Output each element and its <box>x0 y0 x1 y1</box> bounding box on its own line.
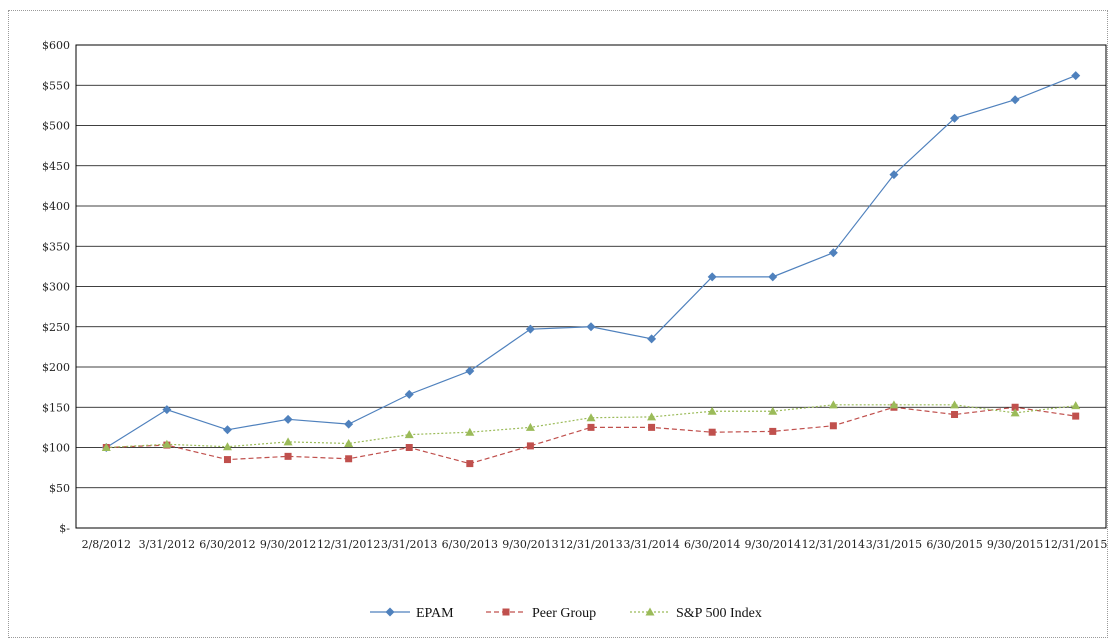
data-point <box>768 272 778 282</box>
series-line <box>106 406 1076 465</box>
data-point <box>466 460 474 468</box>
y-tick-label: $600 <box>42 39 70 52</box>
y-tick-label: $50 <box>49 482 70 495</box>
data-point <box>828 248 838 258</box>
data-point <box>101 443 111 451</box>
x-tick-label: 6/30/2013 <box>442 538 498 551</box>
x-tick-label: 3/31/2013 <box>381 538 437 551</box>
series-line <box>106 404 1076 449</box>
data-point <box>769 427 777 435</box>
series-line <box>105 75 1076 449</box>
data-point <box>708 428 716 436</box>
data-point <box>526 442 534 450</box>
x-tick-label: 12/31/2012 <box>317 538 380 551</box>
data-point <box>586 322 596 332</box>
y-tick-label: $100 <box>42 442 70 455</box>
legend-item: EPAM <box>370 606 454 621</box>
data-point <box>525 422 535 431</box>
legend-marker <box>385 607 395 617</box>
plot-area-border <box>75 44 1107 529</box>
data-point <box>404 430 414 439</box>
data-point <box>345 455 353 463</box>
legend-item: S&P 500 Index <box>630 606 762 621</box>
x-tick-label: 3/31/2015 <box>866 538 922 551</box>
data-point <box>162 405 172 415</box>
x-tick-label: 3/31/2012 <box>139 538 195 551</box>
x-tick-label: 12/31/2015 <box>1044 538 1107 551</box>
data-point <box>889 400 899 409</box>
data-point <box>283 414 293 424</box>
data-point <box>1071 71 1081 81</box>
x-tick-label: 9/30/2013 <box>502 538 558 551</box>
series-epam <box>101 71 1081 452</box>
data-point <box>1072 412 1080 420</box>
data-point <box>404 389 414 399</box>
data-point <box>344 419 354 429</box>
x-tick-label: 6/30/2014 <box>684 538 740 551</box>
data-point <box>950 113 960 123</box>
y-tick-label: $200 <box>42 361 70 374</box>
legend-marker <box>645 607 655 616</box>
x-tick-label: 6/30/2015 <box>926 538 982 551</box>
legend-item: Peer Group <box>486 606 596 621</box>
legend: EPAM Peer Group S&P 500 Index <box>370 606 762 621</box>
data-point <box>465 366 475 376</box>
y-tick-label: $550 <box>42 79 70 92</box>
data-point <box>222 442 232 451</box>
data-point <box>828 400 838 409</box>
data-point <box>1071 401 1081 410</box>
data-point <box>284 452 292 460</box>
legend-label: EPAM <box>416 606 454 621</box>
x-tick-label: 9/30/2015 <box>987 538 1043 551</box>
data-point <box>1011 403 1019 411</box>
data-point <box>586 413 596 422</box>
data-point <box>1010 408 1020 417</box>
series-layer <box>101 71 1081 468</box>
data-point <box>889 170 899 180</box>
series-s-p-500-index <box>101 400 1081 451</box>
legend-marker <box>502 608 510 616</box>
legend-label: S&P 500 Index <box>676 606 762 621</box>
data-point <box>465 427 475 436</box>
x-axis-ticks: 2/8/2012 3/31/2012 6/30/2012 9/30/2012 12/31… <box>82 538 1108 551</box>
data-point <box>768 406 778 415</box>
chart-frame <box>8 10 1108 638</box>
data-point <box>707 406 717 415</box>
y-tick-label: $150 <box>42 401 70 414</box>
data-point <box>950 400 960 409</box>
data-point <box>951 410 959 418</box>
y-tick-label: $500 <box>42 120 70 133</box>
y-tick-label: $300 <box>42 281 70 294</box>
data-point <box>647 412 657 421</box>
data-point <box>223 456 231 464</box>
data-point <box>283 437 293 446</box>
y-tick-label: $400 <box>42 200 70 213</box>
x-tick-label: 12/31/2013 <box>559 538 622 551</box>
data-point <box>162 439 172 448</box>
y-tick-label: $250 <box>42 321 70 334</box>
data-point <box>344 438 354 447</box>
data-point <box>707 272 717 282</box>
data-point <box>525 324 535 334</box>
x-tick-label: 6/30/2012 <box>199 538 255 551</box>
x-tick-label: 12/31/2014 <box>802 538 865 551</box>
y-tick-label: $- <box>59 522 70 535</box>
y-tick-label: $450 <box>42 160 70 173</box>
data-point <box>222 425 232 435</box>
data-point <box>647 334 657 344</box>
data-point <box>648 423 656 431</box>
data-point <box>829 422 837 430</box>
x-tick-label: 9/30/2012 <box>260 538 316 551</box>
x-tick-label: 9/30/2014 <box>745 538 801 551</box>
legend-label: Peer Group <box>532 606 596 621</box>
x-tick-label: 3/31/2014 <box>623 538 679 551</box>
data-point <box>1010 95 1020 105</box>
y-axis-ticks: $- $50 $100 $150 $200 $250 $300 $350 $400 $450 $50… <box>42 39 70 535</box>
data-point <box>405 444 413 451</box>
x-tick-label: 2/8/2012 <box>82 538 131 551</box>
data-point <box>587 423 595 431</box>
y-tick-label: $350 <box>42 240 70 253</box>
